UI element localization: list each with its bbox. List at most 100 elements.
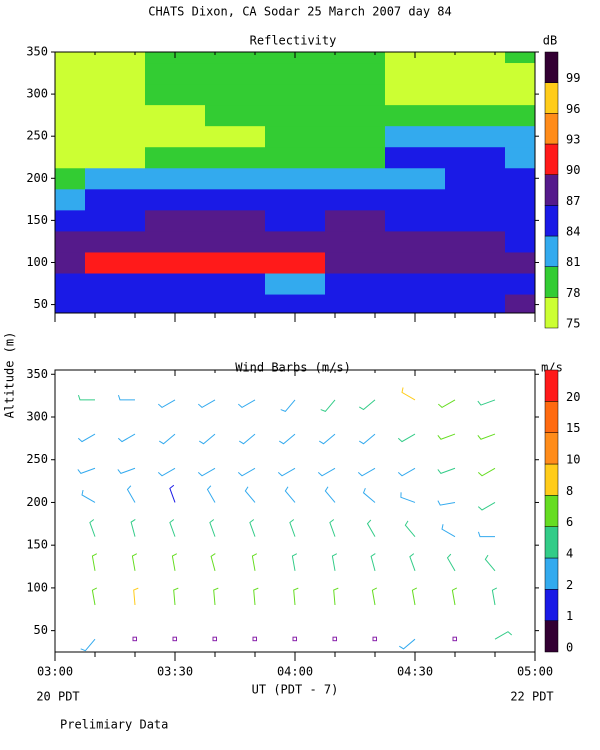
heat-cell <box>445 83 506 106</box>
wind-barb <box>251 553 258 571</box>
wind-barb <box>77 433 96 443</box>
wind-barb <box>320 399 336 412</box>
colorbar-label: 1 <box>566 609 573 623</box>
wind-barb <box>319 433 336 445</box>
wind-barb <box>333 587 339 606</box>
wind-barb <box>477 433 496 440</box>
x-axis-label: UT (PDT - 7) <box>252 683 339 697</box>
heat-cell <box>445 52 506 64</box>
heat-cell <box>85 104 146 127</box>
x-tick-label: 03:30 <box>157 665 193 679</box>
heat-cell <box>205 83 266 106</box>
wind-barb <box>279 433 296 445</box>
wind-barb <box>362 487 376 503</box>
colorbar-label: 15 <box>566 421 580 435</box>
wind-barb <box>401 387 416 401</box>
heat-cell <box>325 104 386 127</box>
heat-cell <box>445 167 506 190</box>
wind-barb <box>446 553 456 572</box>
calm-marker <box>252 636 257 642</box>
y-axis-label: Altitude (m) <box>3 332 17 419</box>
y-tick-label: 200 <box>26 495 48 509</box>
wind-barb <box>280 399 296 412</box>
wind-barb <box>253 587 259 606</box>
colorbar-block <box>544 526 559 559</box>
heat-cell <box>145 209 206 232</box>
wind-barb <box>293 587 299 606</box>
wind-barb <box>91 587 98 606</box>
wind-barb <box>451 587 458 606</box>
heat-cell <box>385 209 446 232</box>
heat-cell <box>325 52 386 64</box>
colorbar-label: 4 <box>566 547 573 561</box>
heat-cell <box>205 188 266 211</box>
heat-cell <box>145 83 206 106</box>
colorbar-label: 20 <box>566 390 580 404</box>
y-tick-label: 300 <box>26 87 48 101</box>
colorbar-block <box>544 620 559 653</box>
x-tick-label: 04:00 <box>277 665 313 679</box>
heat-cell <box>85 251 146 274</box>
wind-barb <box>277 467 296 477</box>
heat-cell <box>85 167 146 190</box>
heat-cell <box>205 125 266 148</box>
x-tick-label: 03:00 <box>37 665 73 679</box>
colorbar-block <box>544 174 559 206</box>
wind-barb <box>404 520 416 537</box>
wind-barb <box>249 519 256 537</box>
colorbar-block <box>544 51 559 83</box>
wind-barb <box>289 519 296 537</box>
calm-marker <box>452 636 457 642</box>
wind-barb <box>331 553 338 571</box>
y-tick-label: 150 <box>26 213 48 227</box>
heat-cell <box>145 146 206 169</box>
heat-cell <box>445 125 506 148</box>
wind-barb <box>371 587 378 606</box>
heat-cell <box>55 125 86 148</box>
heat-cell <box>325 230 386 253</box>
colorbar-label: 6 <box>566 515 573 529</box>
wind-barb <box>91 553 98 571</box>
heat-cell <box>445 273 506 295</box>
heat-cell <box>505 273 535 295</box>
heat-cell <box>55 167 86 190</box>
colorbar-label: 75 <box>566 317 580 331</box>
colorbar-label: 93 <box>566 133 580 147</box>
wind-barb <box>357 467 376 477</box>
heat-cell <box>265 167 326 190</box>
wind-barb <box>81 489 96 503</box>
wind-barb <box>399 638 416 650</box>
colorbar-block <box>544 401 559 433</box>
y-tick-label: 250 <box>26 452 48 466</box>
heat-cell <box>85 125 146 148</box>
heat-cell <box>325 251 386 274</box>
heatmap <box>55 52 535 313</box>
wind-barb <box>157 399 176 409</box>
heat-cell <box>505 188 535 211</box>
heat-cell <box>85 83 146 106</box>
chart-title: CHATS Dixon, CA Sodar 25 March 2007 day … <box>148 5 451 19</box>
heat-cell <box>85 146 146 169</box>
colorbar-label: 78 <box>566 286 580 300</box>
heat-cell <box>145 125 206 148</box>
heat-cell <box>445 188 506 211</box>
heat-cell <box>445 251 506 274</box>
heat-cell <box>445 104 506 127</box>
heat-cell <box>55 251 86 274</box>
colorbar-label: dB <box>543 34 557 48</box>
colorbar-label: 2 <box>566 578 573 592</box>
x-tick-label: 05:00 <box>517 665 553 679</box>
wind-barb <box>80 638 96 652</box>
wind-barb <box>477 467 496 477</box>
colorbar-block <box>544 143 559 175</box>
heat-cell <box>505 167 535 190</box>
heat-cell <box>55 146 86 169</box>
wind-barb <box>89 519 96 537</box>
heat-cell <box>265 104 326 127</box>
wind-barb <box>397 433 416 443</box>
calm-marker <box>212 636 217 642</box>
y-tick-label: 100 <box>26 255 48 269</box>
colorbar-block <box>544 495 559 527</box>
heat-cell <box>505 146 535 169</box>
heat-cell <box>85 188 146 211</box>
